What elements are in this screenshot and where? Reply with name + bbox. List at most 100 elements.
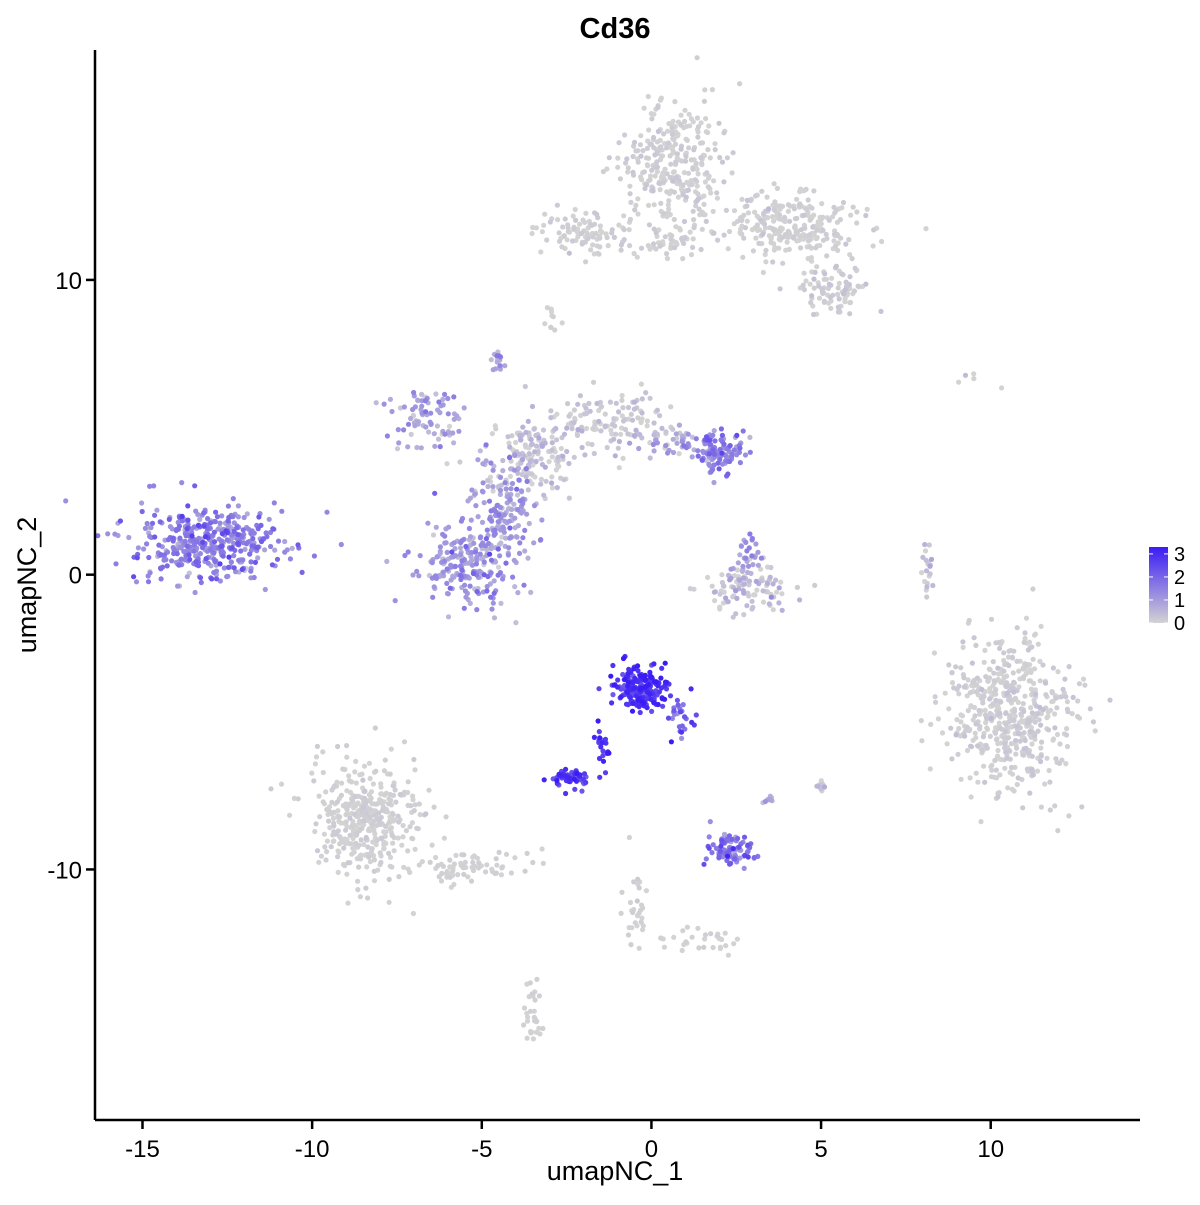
cell-point xyxy=(594,211,600,217)
cell-point xyxy=(465,874,471,880)
cell-point xyxy=(312,828,318,835)
cell-point xyxy=(645,243,652,249)
cell-point xyxy=(437,544,443,550)
cell-point xyxy=(777,286,783,292)
cell-point xyxy=(962,733,968,739)
cell-point xyxy=(364,864,370,870)
cell-point xyxy=(433,391,439,397)
cell-point xyxy=(706,123,712,129)
cell-point xyxy=(1049,689,1055,695)
cell-point xyxy=(604,234,610,241)
cell-point xyxy=(531,426,537,432)
cell-point xyxy=(619,397,625,403)
cell-point xyxy=(850,204,856,210)
cell-point xyxy=(529,230,535,237)
cell-point xyxy=(469,487,475,493)
cell-point xyxy=(665,128,671,134)
cell-point xyxy=(387,396,393,402)
cell-point xyxy=(347,832,353,838)
cell-point xyxy=(575,234,581,240)
cell-point xyxy=(479,519,486,526)
cell-point xyxy=(995,671,1002,677)
cell-point xyxy=(733,588,739,594)
cell-point xyxy=(191,548,197,554)
cell-point xyxy=(382,792,388,798)
cell-point xyxy=(669,125,675,131)
cell-point xyxy=(651,679,657,685)
cell-point xyxy=(630,169,636,175)
cell-point xyxy=(755,562,762,568)
cell-point xyxy=(387,854,394,861)
cell-point xyxy=(195,563,202,569)
cell-point xyxy=(770,259,776,265)
cell-point xyxy=(931,650,938,656)
cell-point xyxy=(211,569,217,576)
cell-point xyxy=(1026,678,1032,684)
cell-point xyxy=(819,201,825,207)
cell-point xyxy=(731,208,738,214)
cell-point xyxy=(512,584,518,590)
cell-point xyxy=(672,141,679,147)
cell-point xyxy=(179,513,185,520)
cell-point xyxy=(452,553,459,559)
cell-point xyxy=(209,576,215,582)
cell-point xyxy=(1029,766,1035,772)
cell-point xyxy=(233,569,239,575)
cell-point xyxy=(452,563,458,570)
cell-point xyxy=(485,477,491,483)
cell-point xyxy=(847,274,853,280)
cell-point xyxy=(657,243,663,249)
cell-point xyxy=(185,517,191,523)
cell-point xyxy=(964,693,970,699)
cell-point xyxy=(579,788,585,794)
cell-point xyxy=(369,822,375,828)
cell-point xyxy=(679,947,685,954)
cell-point xyxy=(961,684,968,690)
cell-point xyxy=(776,600,782,606)
cell-point xyxy=(320,769,326,776)
cell-point xyxy=(208,520,214,526)
cell-point xyxy=(427,859,433,865)
cell-point xyxy=(629,679,636,685)
cell-point xyxy=(1038,753,1044,759)
cell-point xyxy=(95,533,101,539)
cell-point xyxy=(741,235,747,241)
cell-point xyxy=(747,531,753,537)
cell-point xyxy=(688,157,694,163)
cell-point xyxy=(596,729,602,735)
cell-point xyxy=(492,559,499,565)
cell-point xyxy=(1026,750,1032,756)
cell-point xyxy=(712,141,718,147)
cell-point xyxy=(626,834,633,841)
cell-point xyxy=(642,677,649,683)
cell-point xyxy=(532,449,538,455)
cell-point xyxy=(457,563,464,569)
cell-point xyxy=(742,225,749,231)
cell-point xyxy=(514,534,520,540)
cell-point xyxy=(722,930,728,936)
cell-point xyxy=(360,818,366,824)
cell-point xyxy=(450,430,456,436)
cell-point xyxy=(503,486,509,492)
cell-point xyxy=(317,814,323,820)
cell-point xyxy=(760,269,767,276)
cell-point xyxy=(729,451,735,458)
cell-point xyxy=(820,237,827,243)
cell-point xyxy=(487,551,493,557)
cell-point xyxy=(434,423,440,429)
cell-point xyxy=(1001,657,1007,664)
cell-point xyxy=(219,531,225,537)
cell-point xyxy=(316,859,322,865)
cell-point xyxy=(330,815,336,822)
cell-point xyxy=(671,189,678,195)
cell-point xyxy=(378,784,384,790)
cell-point xyxy=(528,471,535,477)
cell-point xyxy=(611,234,618,240)
cell-point xyxy=(791,224,798,230)
cell-point xyxy=(734,567,741,573)
cell-point xyxy=(423,409,429,415)
cell-point xyxy=(1046,767,1052,774)
cell-point xyxy=(508,486,514,492)
cell-point xyxy=(221,565,227,571)
cell-point xyxy=(1009,654,1015,660)
